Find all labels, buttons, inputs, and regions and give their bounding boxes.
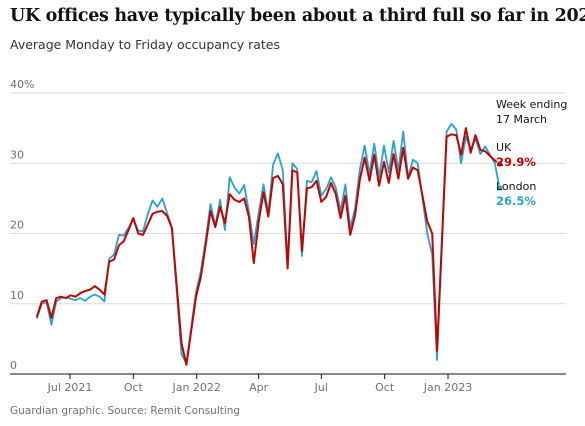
- series-lines: [36, 123, 504, 366]
- london-end-point: [496, 184, 504, 192]
- london-last-value-label: 26.5%: [496, 194, 536, 208]
- y-tick-label: 0: [10, 359, 17, 372]
- london-series-line: [36, 123, 501, 365]
- london-series-label: London: [496, 180, 536, 193]
- source-note: Guardian graphic. Source: Remit Consulti…: [10, 405, 241, 417]
- annotation-line-1: Week ending: [496, 98, 567, 111]
- gridlines: 0 10 20 30 40%: [10, 78, 566, 375]
- x-tick-label: Jul 2021: [47, 381, 93, 394]
- x-tick-label: Jan 2023: [423, 381, 472, 394]
- uk-series-label: UK: [496, 141, 512, 154]
- uk-last-value-label: 29.9%: [496, 155, 536, 169]
- chart-title: UK offices have typically been about a t…: [10, 6, 585, 26]
- uk-end-point: [496, 160, 504, 168]
- x-tick-label: Jul: [314, 381, 328, 394]
- end-annotation: Week ending 17 March UK 29.9% London 26.…: [496, 98, 567, 208]
- uk-series-line: [36, 127, 501, 366]
- x-tick-label: Oct: [375, 381, 395, 394]
- x-axis: Jul 2021 Oct Jan 2022 Apr Jul Oct Jan 2023: [47, 374, 472, 394]
- x-tick-label: Jan 2022: [171, 381, 220, 394]
- chart-subtitle: Average Monday to Friday occupancy rates: [10, 37, 280, 52]
- y-tick-label: 10: [10, 289, 24, 302]
- x-tick-label: Oct: [124, 381, 144, 394]
- annotation-line-2: 17 March: [496, 113, 547, 126]
- x-tick-label: Apr: [249, 381, 269, 394]
- y-tick-label: 40%: [10, 78, 34, 91]
- y-tick-label: 20: [10, 219, 24, 232]
- y-tick-label: 30: [10, 148, 24, 161]
